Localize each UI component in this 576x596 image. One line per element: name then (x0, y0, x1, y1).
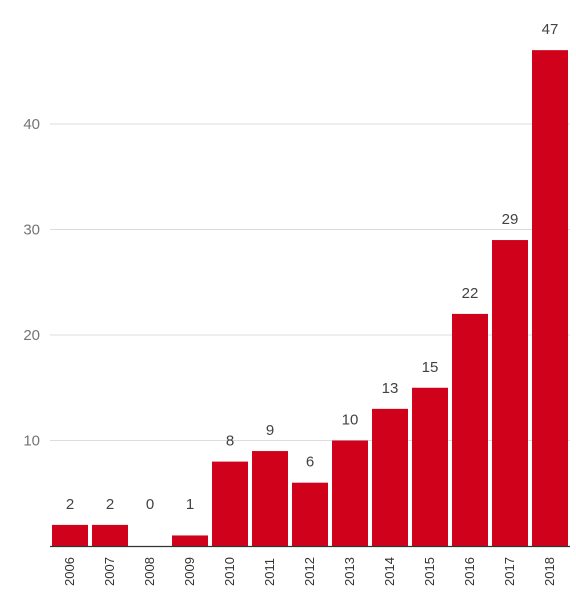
data-label-2016: 22 (462, 285, 479, 302)
bar-2015 (412, 387, 448, 546)
y-tick-label-40: 40 (23, 116, 40, 133)
x-tick-label-2006: 2006 (62, 557, 77, 586)
x-tick-label-2016: 2016 (462, 557, 477, 586)
bar-2010 (212, 461, 248, 546)
bar-2011 (252, 451, 288, 546)
x-tick-label-2015: 2015 (422, 557, 437, 586)
x-tick-label-2012: 2012 (302, 557, 317, 586)
data-label-2010: 8 (226, 433, 234, 450)
bar-2014 (372, 408, 408, 546)
bar-2012 (292, 482, 328, 546)
data-label-2014: 13 (382, 380, 399, 397)
x-tick-label-2013: 2013 (342, 557, 357, 586)
bar-2007 (92, 524, 128, 546)
x-tick-label-2009: 2009 (182, 557, 197, 586)
data-label-2008: 0 (146, 496, 154, 513)
data-label-2011: 9 (266, 422, 274, 439)
y-tick-label-30: 30 (23, 222, 40, 239)
x-axis-ticks: 2006 2007 2008 2009 2010 2011 2012 2013 2014 2015… (62, 557, 557, 586)
bar-2018 (532, 50, 568, 547)
x-tick-label-2007: 2007 (102, 557, 117, 586)
y-tick-label-10: 10 (23, 433, 40, 450)
data-label-2007: 2 (106, 496, 114, 513)
bar-2009 (172, 535, 208, 546)
data-label-2018: 47 (542, 21, 559, 38)
data-label-2017: 29 (502, 211, 519, 228)
data-label-2006: 2 (66, 496, 74, 513)
x-tick-label-2008: 2008 (142, 557, 157, 586)
bar-2013 (332, 440, 368, 546)
data-label-2015: 15 (422, 359, 439, 376)
x-tick-label-2014: 2014 (382, 557, 397, 586)
x-tick-label-2018: 2018 (542, 557, 557, 586)
bar-2016 (452, 313, 488, 546)
data-label-2009: 1 (186, 496, 194, 513)
x-tick-label-2017: 2017 (502, 557, 517, 586)
bars (52, 50, 568, 547)
data-label-2013: 10 (342, 412, 359, 429)
x-tick-label-2011: 2011 (262, 558, 277, 586)
bar-2006 (52, 524, 88, 546)
y-tick-label-20: 20 (23, 327, 40, 344)
y-axis-ticks: 10 20 30 40 (23, 116, 40, 450)
x-tick-label-2010: 2010 (222, 557, 237, 586)
bar-2017 (492, 240, 528, 547)
data-label-2012: 6 (306, 454, 314, 471)
